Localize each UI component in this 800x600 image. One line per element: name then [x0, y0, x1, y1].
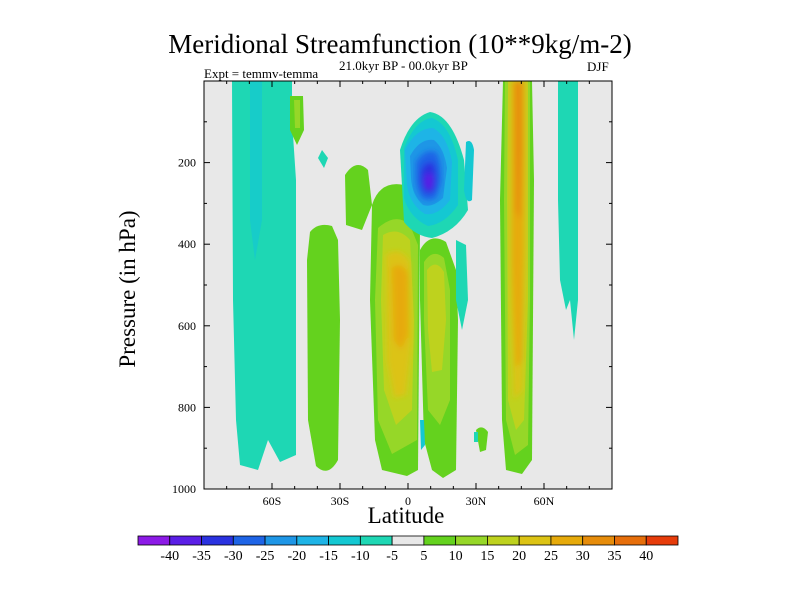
- colorbar-swatch: [264, 535, 298, 546]
- experiment-label: Expt = temmv-temma: [204, 66, 319, 81]
- colorbar-label: -30: [224, 549, 243, 564]
- colorbar-swatch: [359, 535, 393, 546]
- colorbar-label: 15: [480, 549, 494, 564]
- colorbar-swatch: [455, 535, 488, 546]
- colorbar: -40 -35 -30 -25 -20 -15 -10 -5 5 10 15 20 25 30 35 40: [137, 535, 679, 564]
- x-axis-ticks: 60S 30S 0 30N 60N: [203, 81, 613, 508]
- colorbar-swatch: [391, 535, 425, 546]
- colorbar-swatch: [201, 535, 234, 546]
- colorbar-label: -5: [386, 549, 398, 564]
- contour-field: [232, 81, 578, 478]
- colorbar-label: -15: [319, 549, 338, 564]
- southern-high-latitude-cell: [232, 81, 328, 470]
- y-axis-ticks: 200 400 600 800 1000: [172, 121, 612, 496]
- colorbar-swatch: [614, 535, 647, 546]
- x-axis-label: Latitude: [367, 503, 445, 528]
- y-tick-label: 1000: [172, 482, 196, 496]
- colorbar-swatch: [232, 535, 266, 546]
- y-tick-label: 400: [178, 237, 196, 251]
- colorbar-label: -20: [287, 549, 306, 564]
- colorbar-label: 20: [512, 549, 526, 564]
- y-tick-label: 800: [178, 400, 196, 414]
- nh-lower-positive-cell: [420, 238, 488, 478]
- season-label: DJF: [587, 59, 609, 74]
- x-tick-label: 60N: [534, 494, 555, 508]
- period-label: 21.0kyr BP - 00.0kyr BP: [339, 58, 468, 73]
- colorbar-swatch: [487, 535, 520, 546]
- colorbar-label: -40: [160, 549, 179, 564]
- southern-midlatitude-band: [307, 165, 372, 471]
- x-tick-label: 60S: [263, 494, 282, 508]
- colorbar-label: 10: [449, 549, 463, 564]
- equatorial-positive-cell: [370, 184, 420, 476]
- colorbar-swatch: [169, 535, 202, 546]
- colorbar-label: 30: [576, 549, 590, 564]
- colorbar-label: 25: [544, 549, 558, 564]
- colorbar-label: -35: [192, 549, 211, 564]
- colorbar-swatch: [137, 535, 171, 546]
- colorbar-label: 35: [607, 549, 621, 564]
- y-tick-label: 200: [178, 156, 196, 170]
- chart-title: Meridional Streamfunction (10**9kg/m-2): [168, 29, 632, 59]
- northern-high-latitude-cell: [558, 81, 578, 340]
- northern-midlatitude-cell: [500, 81, 534, 474]
- colorbar-swatch: [328, 535, 361, 546]
- colorbar-swatch: [582, 535, 615, 546]
- x-tick-label: 30N: [466, 494, 487, 508]
- colorbar-swatch: [423, 535, 457, 546]
- x-tick-label: 30S: [331, 494, 350, 508]
- colorbar-label: -10: [351, 549, 370, 564]
- y-tick-label: 600: [178, 319, 196, 333]
- colorbar-swatch: [550, 535, 584, 546]
- equatorial-negative-cell: [400, 112, 474, 238]
- colorbar-label: -25: [256, 549, 275, 564]
- colorbar-swatch: [645, 535, 679, 546]
- x-tick-label: 0: [405, 494, 411, 508]
- colorbar-swatch: [518, 535, 552, 546]
- colorbar-label: 40: [639, 549, 653, 564]
- colorbar-swatch: [296, 535, 329, 546]
- colorbar-label: 5: [420, 549, 427, 564]
